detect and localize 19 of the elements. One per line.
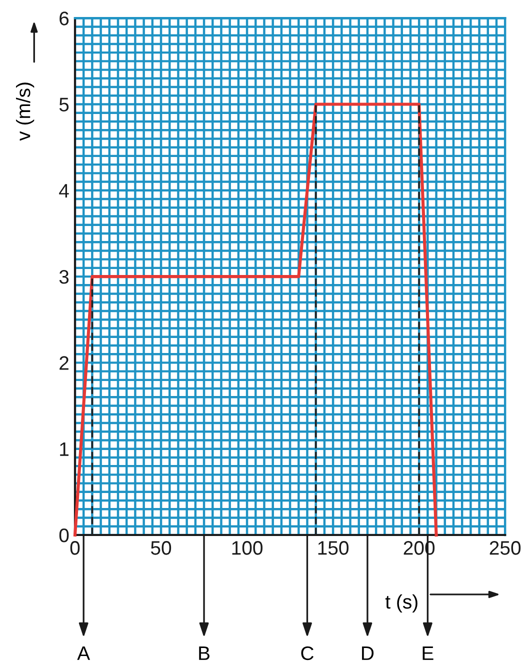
ref-line-label: B bbox=[199, 646, 210, 660]
x-tick-label: 150 bbox=[318, 541, 349, 555]
y-tick-label: 6 bbox=[60, 12, 69, 26]
x-axis-title: t (s) bbox=[385, 594, 418, 613]
ref-line-label: E bbox=[422, 646, 434, 660]
y-tick-label: 4 bbox=[59, 184, 69, 198]
y-tick-label: 0 bbox=[59, 528, 69, 542]
y-tick-label: 5 bbox=[59, 98, 69, 112]
x-tick-label: 250 bbox=[490, 541, 521, 555]
y-tick-label: 3 bbox=[59, 270, 69, 284]
x-tick-label: 50 bbox=[150, 541, 172, 555]
x-tick-label: 100 bbox=[232, 541, 262, 555]
ref-line-label: D bbox=[362, 646, 374, 660]
ref-line-label: C bbox=[301, 646, 314, 660]
y-tick-label: 1 bbox=[60, 442, 68, 456]
y-axis-title: v (m/s) bbox=[16, 82, 34, 141]
x-tick-label: 0 bbox=[70, 541, 80, 555]
y-tick-label: 2 bbox=[60, 356, 68, 370]
ref-line-label: A bbox=[77, 646, 90, 660]
